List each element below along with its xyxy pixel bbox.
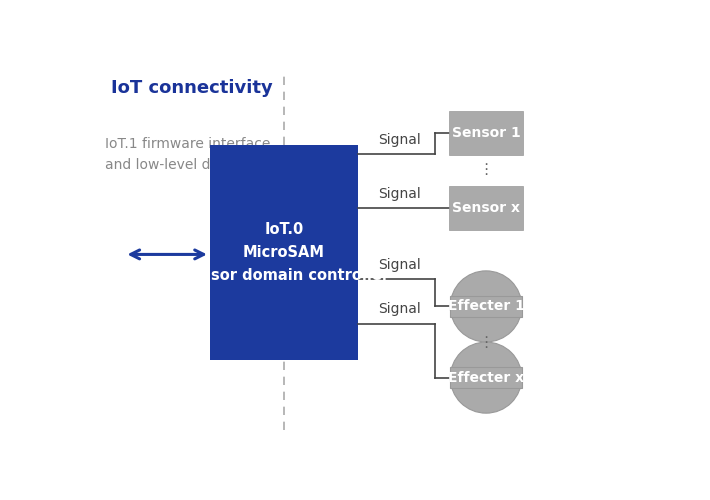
Text: Sensor x: Sensor x (452, 201, 520, 215)
Text: Effecter 1: Effecter 1 (447, 300, 525, 314)
Bar (449, 111, 523, 156)
Bar (210, 144, 359, 360)
Text: Signal: Signal (378, 302, 421, 316)
Text: Effecter x: Effecter x (448, 370, 524, 384)
Text: ⋮: ⋮ (479, 336, 493, 350)
Bar (449, 186, 523, 230)
Text: Signal: Signal (378, 258, 421, 272)
Text: Sensor 1: Sensor 1 (452, 126, 520, 140)
Text: IoT.0
MicroSAM
Sensor domain controller: IoT.0 MicroSAM Sensor domain controller (180, 222, 388, 284)
Text: IoT connectivity: IoT connectivity (111, 79, 273, 97)
Text: ⋮: ⋮ (479, 162, 493, 177)
Text: Signal: Signal (378, 186, 421, 200)
Text: Signal: Signal (378, 132, 421, 146)
Ellipse shape (450, 342, 522, 413)
Text: IoT.1 firmware interface
and low-level data model: IoT.1 firmware interface and low-level d… (105, 137, 281, 172)
Bar (450, 296, 522, 317)
Ellipse shape (450, 271, 522, 342)
Bar (450, 367, 522, 388)
